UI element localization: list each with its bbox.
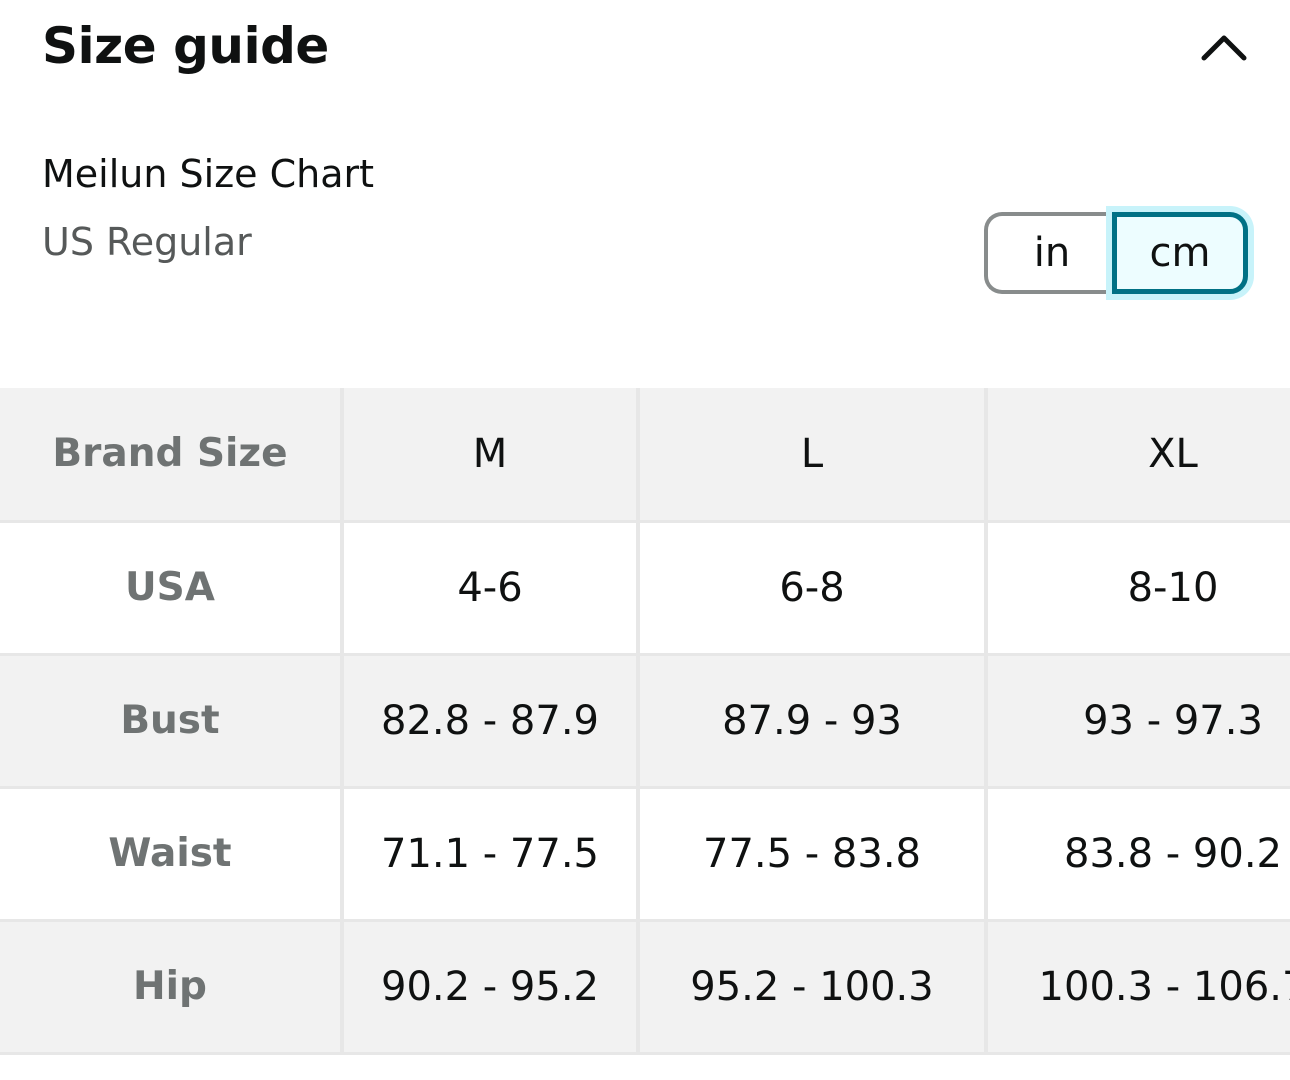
row-label-waist: Waist [0, 787, 344, 922]
page-title: Size guide [42, 17, 329, 75]
table-cell: 71.1 - 77.5 [342, 787, 640, 922]
size-column-m: M [342, 388, 640, 523]
size-column-xl: XL [986, 388, 1290, 523]
table-cell: 8-10 [986, 521, 1290, 656]
table-cell: 90.2 - 95.2 [342, 920, 640, 1055]
table-row: Waist 71.1 - 77.5 77.5 - 83.8 83.8 - 90.… [0, 787, 1290, 922]
row-label-brand-size: Brand Size [0, 388, 344, 523]
collapse-button[interactable] [1196, 20, 1252, 76]
size-chart-region: US Regular [42, 220, 252, 264]
table-row: USA 4-6 6-8 8-10 [0, 521, 1290, 656]
table-cell: 95.2 - 100.3 [638, 920, 988, 1055]
table-row: Hip 90.2 - 95.2 95.2 - 100.3 100.3 - 106… [0, 920, 1290, 1055]
table-cell: 83.8 - 90.2 [986, 787, 1290, 922]
unit-cm-button[interactable]: cm [1112, 212, 1248, 294]
unit-toggle: in cm [984, 212, 1248, 294]
table-header-row: Brand Size M L XL [0, 388, 1290, 523]
table-cell: 82.8 - 87.9 [342, 654, 640, 789]
size-table: Brand Size M L XL USA 4-6 6-8 8-10 Bust … [0, 388, 1290, 1068]
table-cell: 4-6 [342, 521, 640, 656]
chevron-up-icon [1201, 35, 1247, 61]
unit-in-button[interactable]: in [984, 212, 1116, 294]
row-label-usa: USA [0, 521, 344, 656]
table-cell: 93 - 97.3 [986, 654, 1290, 789]
table-cell: 100.3 - 106.7 [986, 920, 1290, 1055]
size-column-l: L [638, 388, 988, 523]
table-row: Bust 82.8 - 87.9 87.9 - 93 93 - 97.3 [0, 654, 1290, 789]
table-cell: 6-8 [638, 521, 988, 656]
row-label-bust: Bust [0, 654, 344, 789]
size-chart-name: Meilun Size Chart [42, 152, 375, 196]
row-label-hip: Hip [0, 920, 344, 1055]
size-guide-header[interactable]: Size guide [42, 12, 1252, 82]
table-cell: 77.5 - 83.8 [638, 787, 988, 922]
table-cell: 87.9 - 93 [638, 654, 988, 789]
